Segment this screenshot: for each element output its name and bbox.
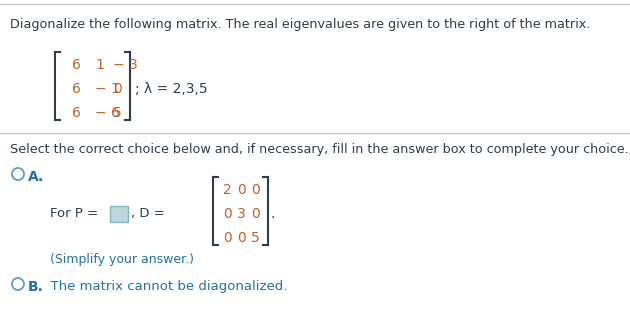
Text: 3: 3	[237, 207, 246, 221]
Text: 5: 5	[113, 106, 122, 120]
Text: 0: 0	[251, 183, 260, 197]
Text: − 6: − 6	[95, 106, 120, 120]
Text: A.: A.	[28, 170, 44, 184]
FancyBboxPatch shape	[110, 206, 128, 222]
Text: ; λ = 2,3,5: ; λ = 2,3,5	[135, 82, 208, 96]
Text: The matrix cannot be diagonalized.: The matrix cannot be diagonalized.	[42, 280, 287, 293]
Text: 6: 6	[72, 82, 81, 96]
Text: 5: 5	[251, 231, 260, 245]
Text: 1: 1	[95, 58, 104, 72]
Text: (Simplify your answer.): (Simplify your answer.)	[50, 253, 194, 266]
Text: , D =: , D =	[131, 207, 165, 220]
Text: 2: 2	[223, 183, 232, 197]
Text: 0: 0	[223, 207, 232, 221]
Text: For P =: For P =	[50, 207, 98, 220]
Text: 0: 0	[223, 231, 232, 245]
Text: 6: 6	[72, 58, 81, 72]
Text: 0: 0	[237, 231, 246, 245]
Text: − 1: − 1	[95, 82, 120, 96]
Text: − 3: − 3	[113, 58, 138, 72]
Text: Select the correct choice below and, if necessary, fill in the answer box to com: Select the correct choice below and, if …	[10, 143, 629, 156]
Text: 6: 6	[72, 106, 81, 120]
Text: B.: B.	[28, 280, 44, 294]
Text: Diagonalize the following matrix. The real eigenvalues are given to the right of: Diagonalize the following matrix. The re…	[10, 18, 590, 31]
Text: 0: 0	[113, 82, 122, 96]
Text: 0: 0	[237, 183, 246, 197]
Text: 0: 0	[251, 207, 260, 221]
Text: .: .	[270, 207, 275, 221]
